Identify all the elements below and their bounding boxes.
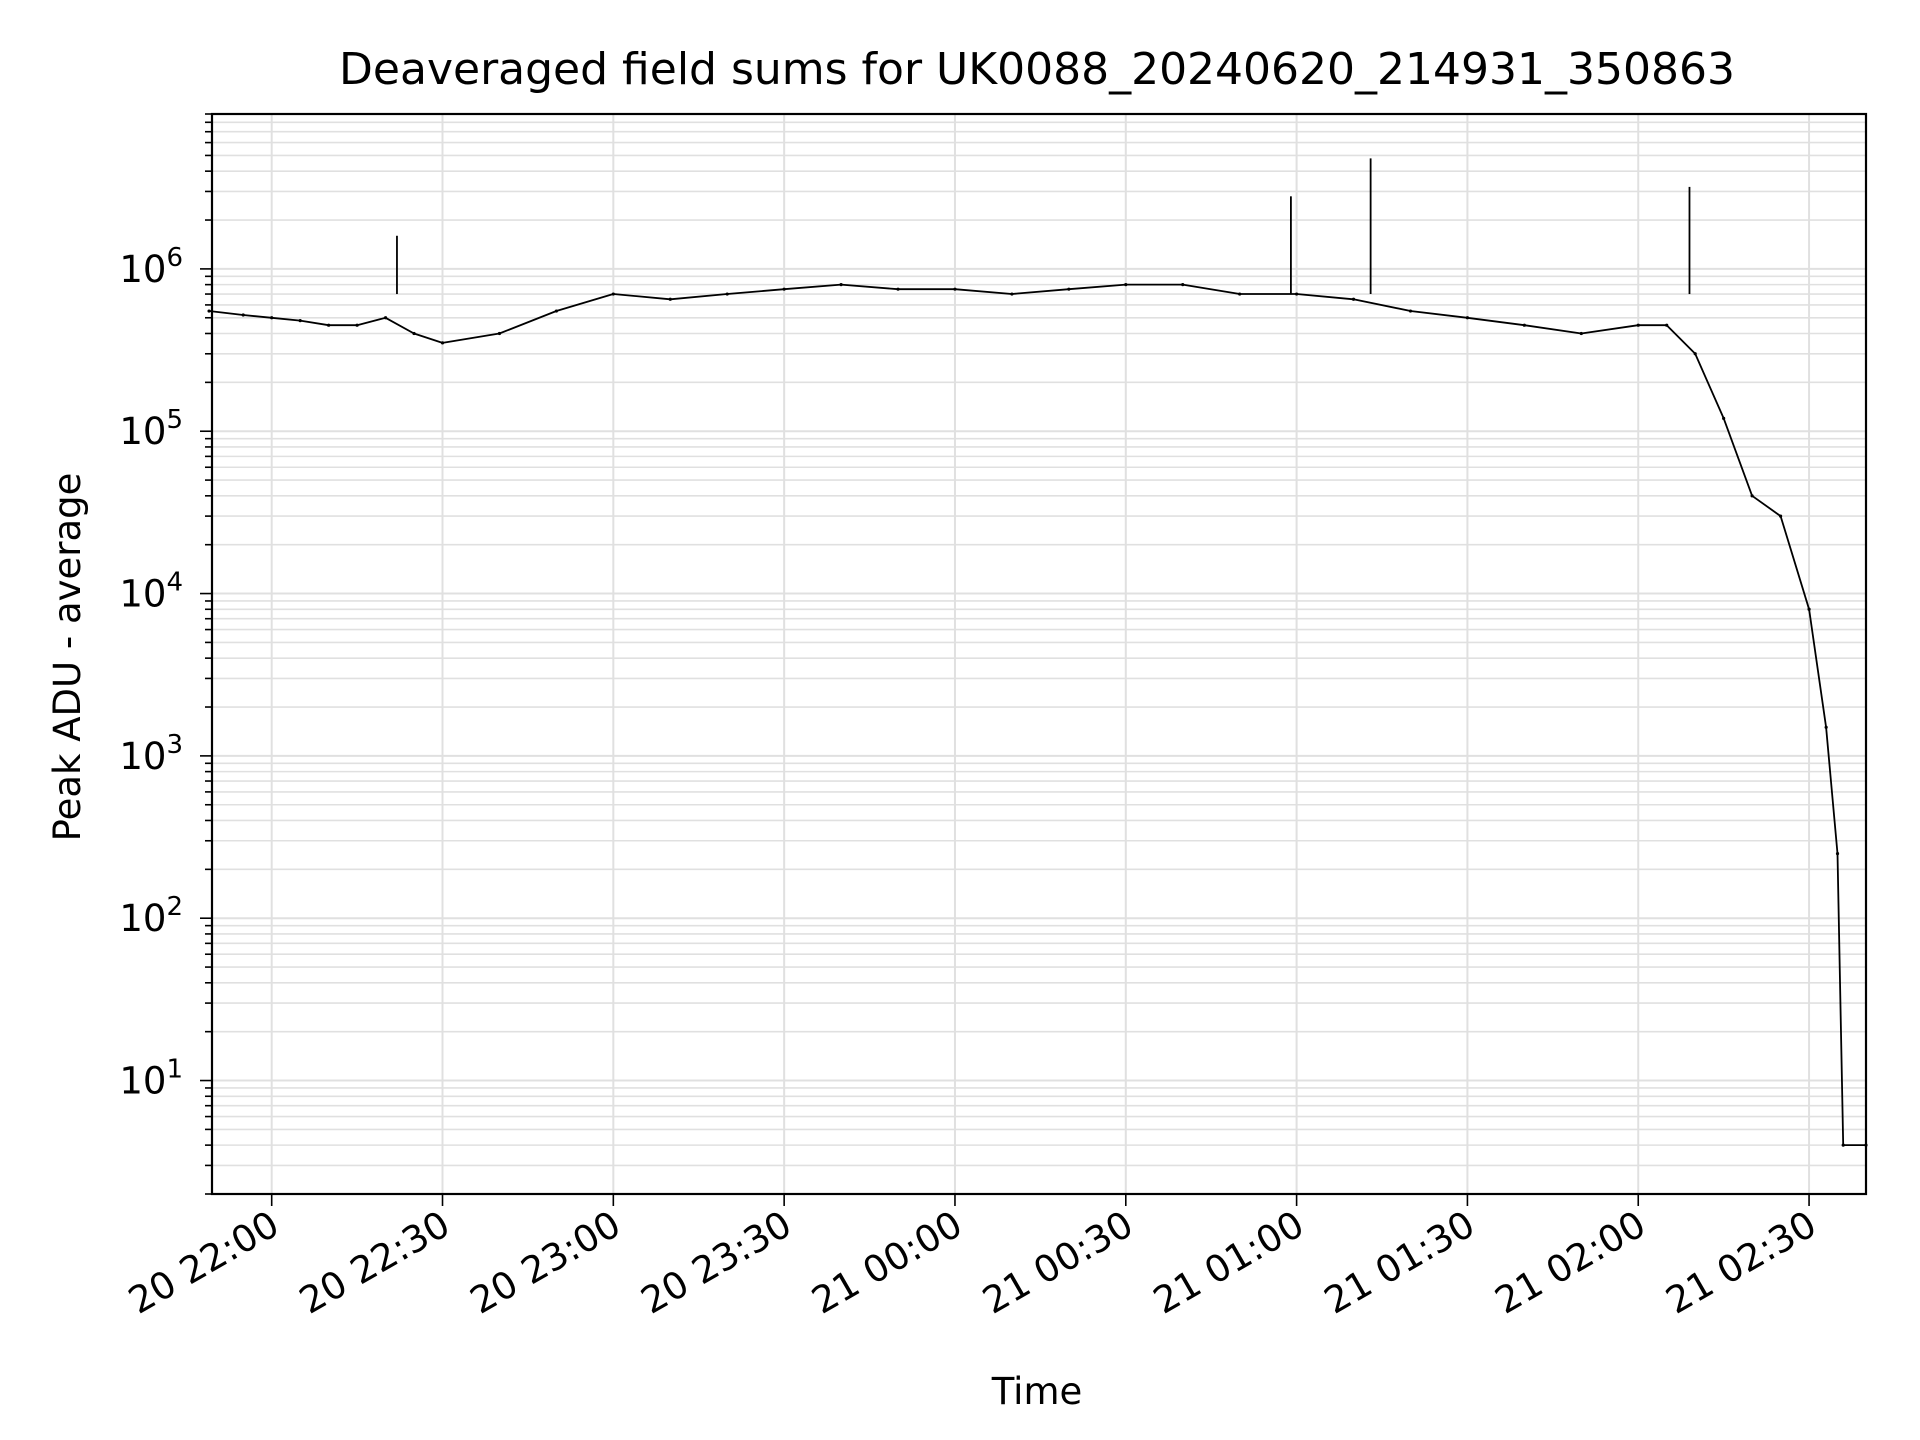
series-point <box>440 341 445 345</box>
series-point <box>412 331 416 336</box>
series-point <box>327 323 331 327</box>
y-axis-label: Peak ADU - average <box>46 473 89 842</box>
series-point <box>1465 316 1470 320</box>
series-point <box>207 309 211 313</box>
series-point <box>1824 725 1828 729</box>
series-point <box>1778 514 1783 518</box>
series-point <box>554 309 558 313</box>
series-point <box>1181 283 1185 287</box>
series-point <box>1124 283 1128 287</box>
series-point <box>839 283 843 287</box>
y-tick-label: 104 <box>119 568 183 616</box>
series-point <box>1841 1143 1845 1147</box>
series-point <box>1010 292 1014 296</box>
series-point <box>1636 323 1640 327</box>
series-point <box>668 297 672 301</box>
y-tick-label: 101 <box>119 1055 183 1103</box>
series-point <box>497 331 502 336</box>
series-point <box>1408 309 1413 313</box>
y-tick-label: 103 <box>119 730 183 778</box>
y-tick-label: 105 <box>119 405 183 453</box>
series-point <box>241 313 245 317</box>
series-point <box>270 316 274 320</box>
series-point <box>1750 494 1754 498</box>
series-point <box>298 319 302 323</box>
series-point <box>953 287 957 291</box>
series-point <box>896 287 900 291</box>
grid <box>212 113 1866 1195</box>
axes-frame <box>210 112 1868 1196</box>
series-point <box>1722 416 1726 420</box>
series-line <box>208 283 1866 1146</box>
series-point <box>355 323 359 327</box>
series-point <box>1579 331 1583 336</box>
series-point <box>782 287 786 291</box>
series-point <box>1351 297 1356 301</box>
series-point <box>1835 852 1840 856</box>
series-point <box>1807 607 1811 611</box>
chart-title: Deaveraged field sums for UK0088_2024062… <box>339 44 1735 95</box>
series-point <box>1693 352 1697 356</box>
series-point <box>725 292 729 296</box>
series-point <box>1238 292 1242 296</box>
series-point <box>1522 323 1526 327</box>
series-point <box>1665 323 1669 327</box>
series-point <box>1295 292 1299 296</box>
series-point <box>1067 287 1071 291</box>
plot-area <box>207 158 1868 1147</box>
y-tick-label: 102 <box>119 892 183 940</box>
y-tick-label: 106 <box>119 243 183 291</box>
series-point <box>611 292 615 296</box>
series-point <box>383 316 388 320</box>
x-axis-label: Time <box>991 1370 1083 1413</box>
